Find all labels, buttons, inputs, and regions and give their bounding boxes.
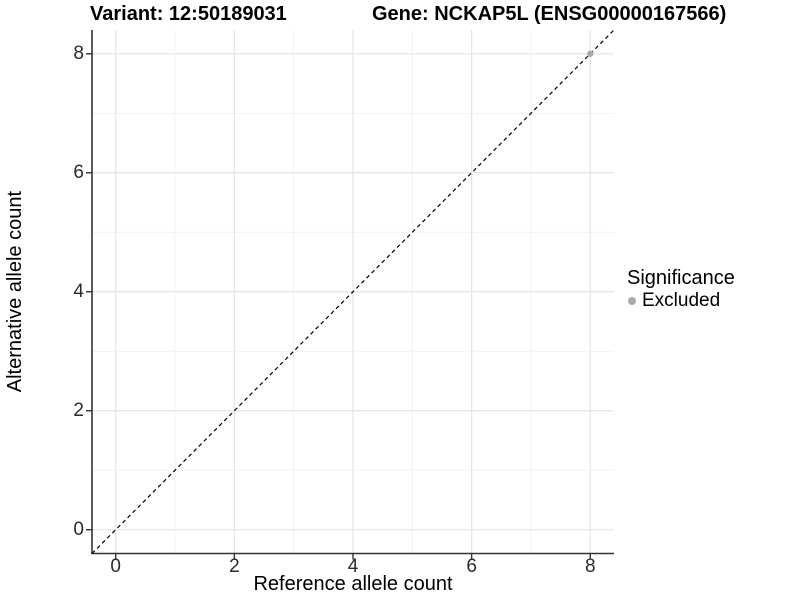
x-axis-label: Reference allele count [253, 573, 453, 595]
x-tick-label: 0 [110, 556, 121, 577]
legend-title: Significance [627, 267, 735, 289]
y-tick-label: 2 [73, 399, 84, 421]
legend-item-excluded: Excluded [627, 290, 735, 311]
y-tick-label: 6 [73, 161, 84, 183]
plot-title-variant: Variant: 12:50189031 [90, 3, 287, 25]
y-axis-label: Alternative allele count [3, 190, 26, 393]
y-tick-label: 0 [73, 518, 84, 540]
y-tick-label: 4 [73, 280, 84, 302]
data-point [587, 50, 594, 57]
legend-item-label: Excluded [642, 290, 721, 311]
x-tick-label: 2 [229, 556, 240, 577]
x-tick-label: 8 [584, 556, 596, 577]
legend-dot-icon [628, 296, 636, 305]
legend: Significance Excluded [627, 267, 735, 311]
y-axis-label-container: Alternative allele count [2, 30, 28, 553]
y-tick-label: 8 [73, 42, 84, 64]
identity-line [91, 29, 615, 554]
plot-title-gene: Gene: NCKAP5L (ENSG00000167566) [372, 3, 727, 25]
x-tick-label: 6 [466, 556, 477, 577]
x-tick-label: 4 [347, 556, 359, 577]
